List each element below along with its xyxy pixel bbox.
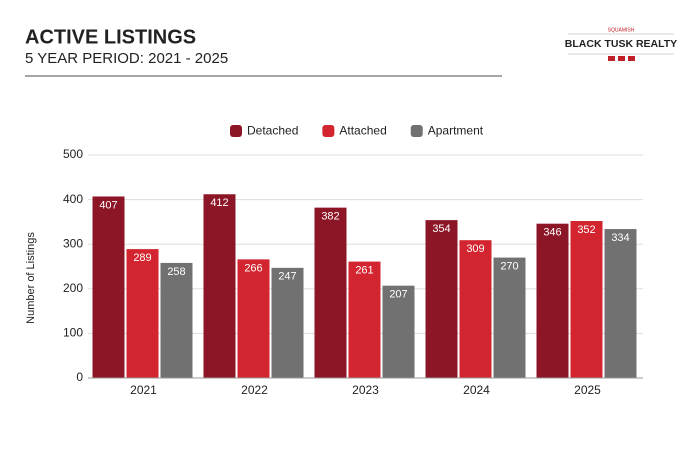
- bar: [348, 261, 381, 378]
- legend-swatch: [410, 125, 423, 137]
- y-tick-label: 200: [63, 281, 83, 295]
- x-tick-label: 2023: [352, 383, 379, 397]
- x-tick-label: 2024: [463, 383, 490, 397]
- data-label: 354: [432, 223, 450, 235]
- data-label: 352: [577, 224, 595, 236]
- bar: [425, 220, 458, 378]
- bar: [493, 257, 526, 378]
- legend-swatch: [322, 125, 335, 137]
- logo-icon: [618, 56, 625, 61]
- legend-label: Detached: [247, 124, 298, 138]
- y-tick-label: 500: [63, 147, 83, 161]
- logo-icon: [608, 56, 615, 61]
- legend-label: Apartment: [428, 124, 484, 138]
- x-tick-label: 2022: [241, 383, 268, 397]
- bar: [459, 240, 492, 378]
- bar: [203, 194, 236, 378]
- bar: [271, 267, 304, 378]
- data-label: 346: [543, 227, 561, 239]
- x-tick-label: 2025: [574, 383, 601, 397]
- logo-tagline: SQUAMISH: [608, 27, 635, 33]
- data-label: 334: [611, 232, 629, 244]
- x-tick-label: 2021: [130, 383, 157, 397]
- data-label: 270: [500, 260, 518, 272]
- data-label: 247: [278, 271, 296, 283]
- bar: [382, 285, 415, 378]
- bar: [314, 207, 347, 378]
- y-axis-label: Number of Listings: [25, 232, 37, 324]
- data-label: 382: [321, 211, 339, 223]
- logo-icon: [628, 56, 635, 61]
- bar: [160, 262, 193, 378]
- data-label: 412: [210, 197, 228, 209]
- bar: [536, 223, 569, 378]
- legend-label: Attached: [339, 124, 386, 138]
- logo-name: BLACK TUSK REALTY: [565, 38, 677, 50]
- bar: [604, 229, 637, 378]
- data-label: 261: [355, 265, 373, 277]
- chart-subtitle: 5 YEAR PERIOD: 2021 - 2025: [25, 50, 228, 67]
- y-tick-label: 100: [63, 326, 83, 340]
- data-label: 258: [167, 266, 185, 278]
- data-label: 266: [244, 262, 262, 274]
- data-label: 407: [99, 199, 117, 211]
- data-label: 309: [466, 243, 484, 255]
- y-tick-label: 0: [76, 370, 83, 384]
- bar: [570, 221, 603, 378]
- legend-swatch: [230, 125, 242, 137]
- y-tick-label: 300: [63, 236, 83, 250]
- y-tick-label: 400: [63, 192, 83, 206]
- bar: [237, 259, 270, 378]
- bar: [126, 249, 159, 378]
- data-label: 289: [133, 252, 151, 264]
- bar: [92, 196, 125, 378]
- data-label: 207: [389, 289, 407, 301]
- chart-title: ACTIVE LISTINGS: [25, 26, 196, 48]
